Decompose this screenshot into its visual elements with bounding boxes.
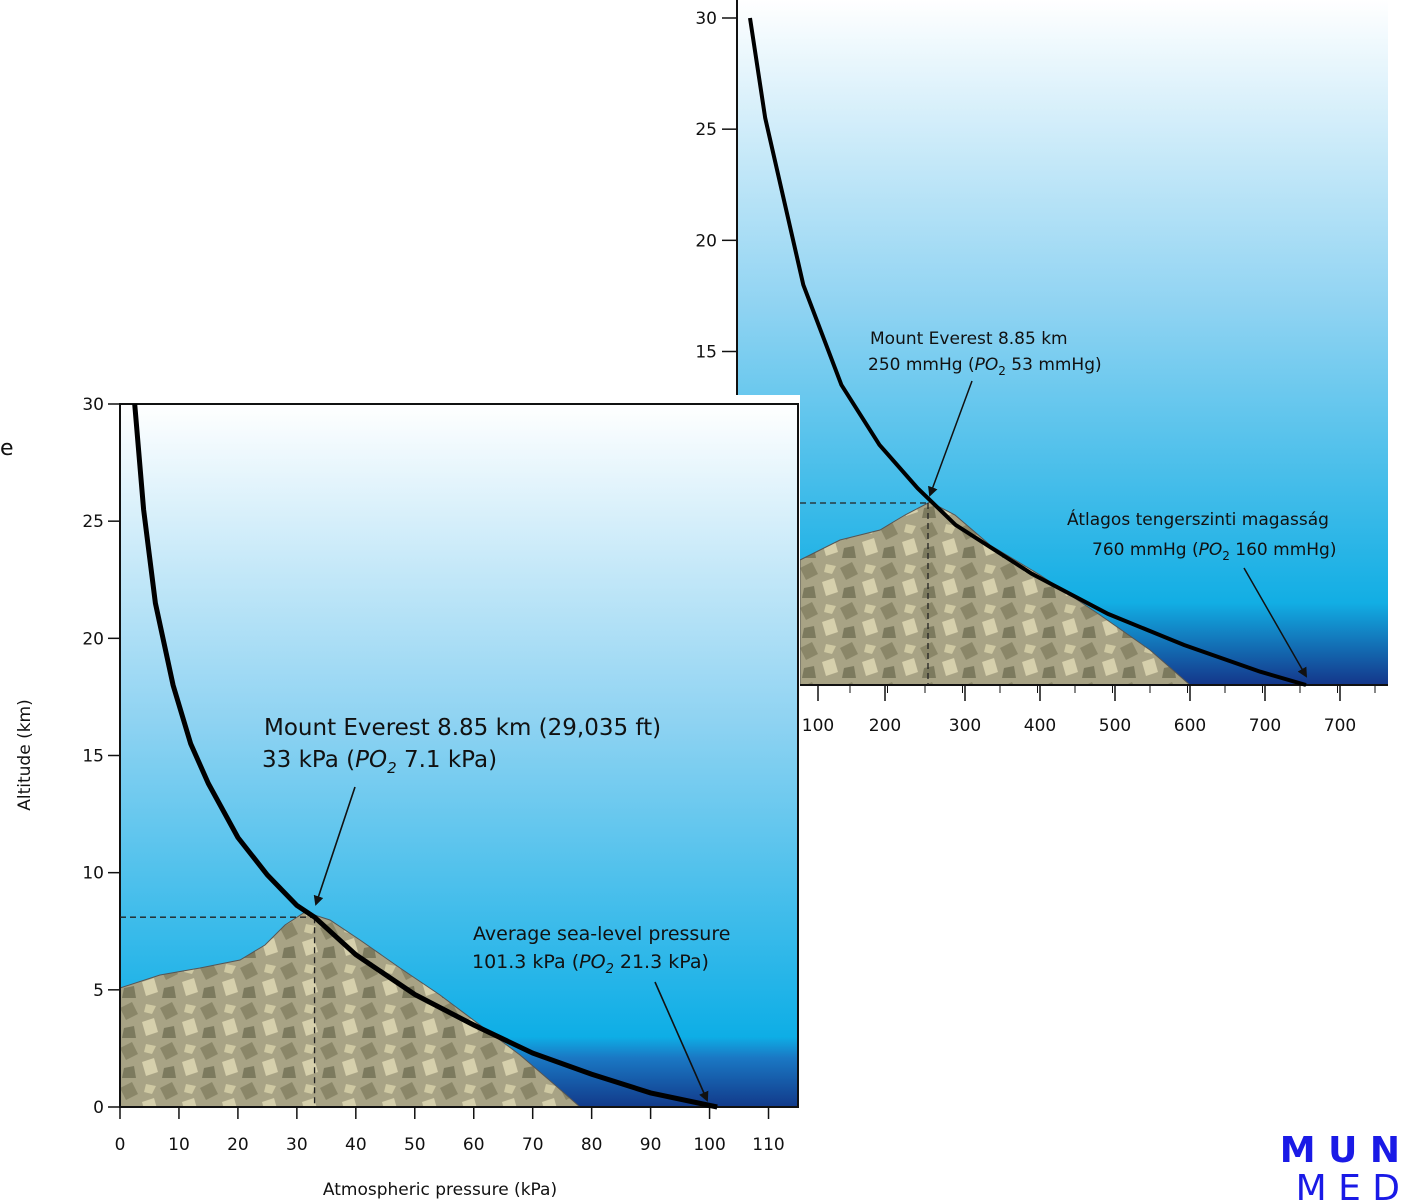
background-x-tick-label: 600 (1174, 716, 1206, 736)
foreground-x-tick-label: 20 (227, 1135, 249, 1155)
background-y-tick-label: 25 (695, 120, 717, 140)
background-x-tick-label: 400 (1024, 716, 1056, 736)
logo: M U N M E D (1280, 1130, 1400, 1202)
background-x-tick-label: 200 (869, 716, 901, 736)
background-everest-label-line2: 250 mmHg (PO2 53 mmHg) (868, 355, 1102, 378)
foreground-x-tick-label: 30 (286, 1135, 308, 1155)
background-chart: 15 20 25 30 100 200 300 400 500 600 700 700 Mount … (695, 0, 1388, 736)
foreground-sea-label-line2: 101.3 kPa (PO2 21.3 kPa) (472, 951, 709, 977)
foreground-x-tick-label: 50 (404, 1135, 426, 1155)
foreground-sea-label-line1: Average sea-level pressure (473, 923, 730, 945)
background-x-tick-label: 100 (802, 716, 834, 736)
foreground-everest-label-line2: 33 kPa (PO2 7.1 kPa) (262, 747, 497, 777)
foreground-x-tick-label: 0 (115, 1135, 126, 1155)
foreground-everest-label-line1: Mount Everest 8.85 km (29,035 ft) (264, 715, 661, 741)
foreground-y-tick-label: 10 (82, 864, 104, 884)
background-everest-arrow (928, 380, 973, 497)
foreground-x-tick-label: 80 (581, 1135, 603, 1155)
background-x-tick-label: 300 (949, 716, 981, 736)
logo-line2: M E D (1296, 1168, 1400, 1202)
background-y-tick-label: 15 (695, 343, 717, 363)
background-sea-label-line2: 760 mmHg (PO2 160 mmHg) (1092, 540, 1336, 563)
background-x-tick-label: 500 (1099, 716, 1131, 736)
foreground-chart: 0 5 10 15 20 25 30 0 10 20 30 40 50 60 70 80 90 100 110 M… (15, 395, 800, 1200)
logo-line1: M U N (1280, 1130, 1400, 1171)
background-everest-label-line1: Mount Everest 8.85 km (870, 329, 1068, 349)
edge-text-fragment: e (0, 436, 14, 461)
foreground-y-tick-label: 20 (82, 629, 104, 649)
background-y-tick-label: 30 (695, 9, 717, 29)
background-x-tick-label: 700 (1249, 716, 1281, 736)
foreground-y-tick-label: 15 (82, 747, 104, 767)
foreground-sea-arrow (654, 981, 709, 1102)
background-y-tick-label: 20 (695, 231, 717, 251)
foreground-y-tick-label: 25 (82, 512, 104, 532)
foreground-x-tick-label: 40 (345, 1135, 367, 1155)
foreground-y-axis-label: Altitude (km) (15, 699, 35, 811)
foreground-x-tick-label: 10 (168, 1135, 190, 1155)
foreground-y-tick-label: 5 (93, 981, 104, 1001)
background-sea-label-line1: Átlagos tengerszinti magasság (1067, 508, 1329, 530)
foreground-x-tick-label: 100 (693, 1135, 725, 1155)
foreground-x-tick-label: 110 (752, 1135, 784, 1155)
foreground-everest-arrow (313, 786, 356, 906)
background-pressure-curve (748, 17, 1307, 687)
foreground-x-tick-label: 90 (640, 1135, 662, 1155)
foreground-x-tick-label: 70 (522, 1135, 544, 1155)
background-x-tick-label: 700 (1324, 716, 1356, 736)
foreground-x-axis-label: Atmospheric pressure (kPa) (323, 1180, 557, 1200)
foreground-y-tick-label: 0 (93, 1098, 104, 1118)
foreground-x-tick-label: 60 (463, 1135, 485, 1155)
foreground-mountain (119, 911, 582, 1108)
foreground-y-tick-label: 30 (82, 395, 104, 415)
background-sea-arrow (1243, 567, 1307, 678)
foreground-pressure-curve (132, 403, 718, 1110)
